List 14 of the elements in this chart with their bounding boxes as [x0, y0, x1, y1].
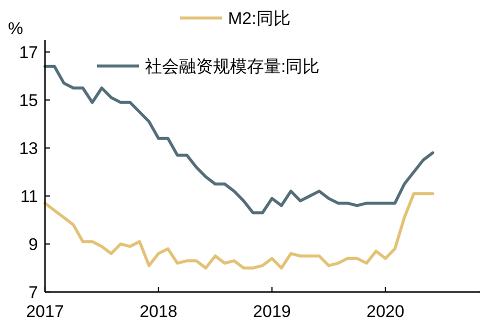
- x-tick-label: 2017: [26, 302, 64, 321]
- y-tick-label: 7: [28, 283, 38, 302]
- legend-label: 社会融资规模存量:同比: [145, 57, 320, 76]
- y-tick-label: 15: [19, 91, 38, 110]
- y-tick-label: 17: [19, 43, 38, 62]
- line-series: [44, 192, 434, 270]
- x-tick-label: 2018: [140, 302, 178, 321]
- x-tick-label: 2020: [366, 302, 404, 321]
- y-axis-title: %: [8, 19, 24, 38]
- legend-label: M2:同比: [228, 9, 290, 28]
- y-tick-label: 9: [28, 235, 38, 254]
- y-tick-label: 11: [20, 187, 38, 206]
- x-tick-label: 2019: [253, 302, 291, 321]
- y-tick-label: 13: [19, 139, 38, 158]
